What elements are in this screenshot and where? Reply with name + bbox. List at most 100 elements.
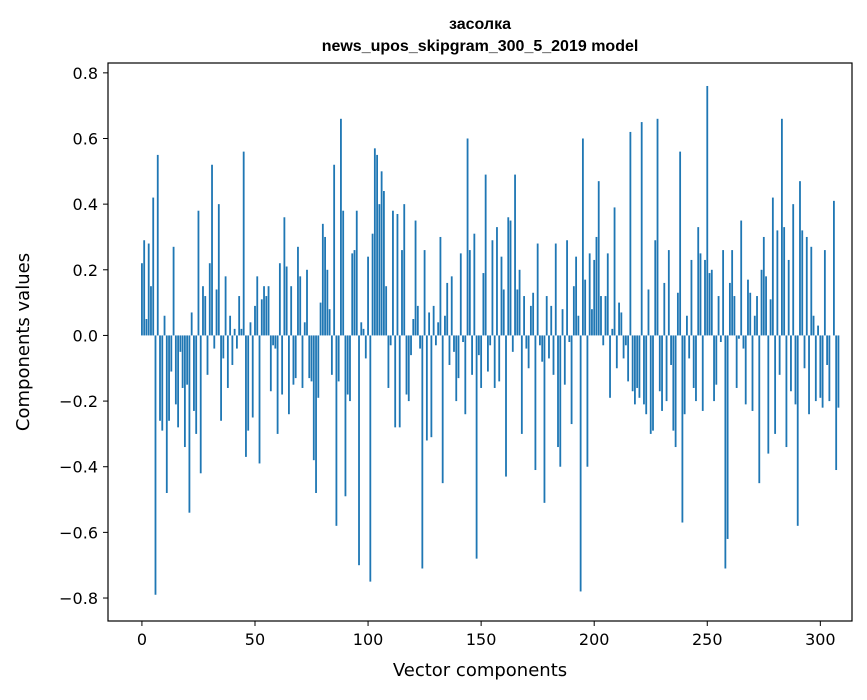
y-tick-label: −0.6: [59, 523, 98, 542]
bar: [245, 335, 247, 456]
bar: [629, 132, 631, 336]
bar: [480, 335, 482, 388]
bar: [623, 335, 625, 358]
bar: [826, 335, 828, 365]
bar: [573, 286, 575, 335]
bar: [593, 260, 595, 335]
y-tick-label: −0.8: [59, 589, 98, 608]
bar: [385, 286, 387, 335]
bar: [792, 204, 794, 335]
bar: [602, 335, 604, 345]
bar: [582, 138, 584, 335]
y-tick-label: 0.8: [73, 64, 98, 83]
bar: [234, 329, 236, 336]
bar: [722, 250, 724, 335]
bar: [489, 335, 491, 345]
bar: [555, 244, 557, 336]
bar: [817, 326, 819, 336]
bar: [670, 335, 672, 365]
y-tick-label: 0.4: [73, 195, 98, 214]
bar: [496, 227, 498, 335]
bar: [186, 335, 188, 384]
bar: [286, 267, 288, 336]
bar: [763, 237, 765, 335]
bar: [152, 198, 154, 336]
bar: [711, 270, 713, 336]
bar: [293, 335, 295, 384]
bar: [539, 335, 541, 345]
x-tick-label: 200: [579, 630, 610, 649]
bar: [401, 250, 403, 335]
bar: [446, 283, 448, 336]
bar: [663, 283, 665, 336]
bar: [607, 253, 609, 335]
bar: [369, 335, 371, 581]
bar: [544, 335, 546, 502]
bar: [790, 335, 792, 391]
bar: [329, 309, 331, 335]
bar: [469, 250, 471, 335]
x-tick-label: 0: [137, 630, 147, 649]
bar: [614, 207, 616, 335]
bar: [216, 289, 218, 335]
x-tick-label: 150: [466, 630, 497, 649]
bar: [498, 335, 500, 381]
bar: [229, 316, 231, 336]
bar: [417, 306, 419, 336]
bar: [283, 217, 285, 335]
bar: [641, 122, 643, 335]
bar: [507, 217, 509, 335]
bar: [724, 335, 726, 568]
bar: [241, 329, 243, 336]
bar: [487, 335, 489, 371]
bar: [322, 224, 324, 336]
bar: [392, 211, 394, 336]
bar: [758, 335, 760, 483]
bar: [378, 204, 380, 335]
bar: [358, 335, 360, 565]
bar: [367, 257, 369, 336]
bar: [761, 270, 763, 336]
bar: [458, 335, 460, 378]
bar: [822, 335, 824, 407]
bar: [320, 303, 322, 336]
bar: [177, 335, 179, 427]
bar: [833, 201, 835, 336]
y-axis-label: Components values: [13, 253, 34, 431]
bar: [308, 335, 310, 378]
bar: [455, 335, 457, 401]
bar: [279, 263, 281, 335]
bar: [645, 335, 647, 414]
bar: [204, 296, 206, 335]
bar: [161, 335, 163, 430]
bar: [374, 148, 376, 335]
bar: [227, 335, 229, 388]
bar: [295, 335, 297, 378]
bar: [686, 316, 688, 336]
bar: [648, 289, 650, 335]
bar: [297, 247, 299, 336]
y-tick-label: 0.2: [73, 261, 98, 280]
bar: [326, 270, 328, 336]
bar: [537, 244, 539, 336]
bar: [166, 335, 168, 493]
bar: [516, 289, 518, 335]
bar: [231, 335, 233, 365]
bar: [781, 119, 783, 336]
bar: [198, 211, 200, 336]
bar: [394, 335, 396, 427]
bar: [743, 335, 745, 348]
bar: [786, 335, 788, 447]
bar: [313, 335, 315, 460]
bar: [437, 322, 439, 335]
bar: [815, 335, 817, 401]
bar: [562, 309, 564, 335]
bar: [718, 296, 720, 335]
bar: [587, 335, 589, 466]
bar: [564, 335, 566, 384]
bar: [175, 335, 177, 404]
bar: [430, 335, 432, 437]
bar: [779, 335, 781, 374]
bar: [765, 276, 767, 335]
